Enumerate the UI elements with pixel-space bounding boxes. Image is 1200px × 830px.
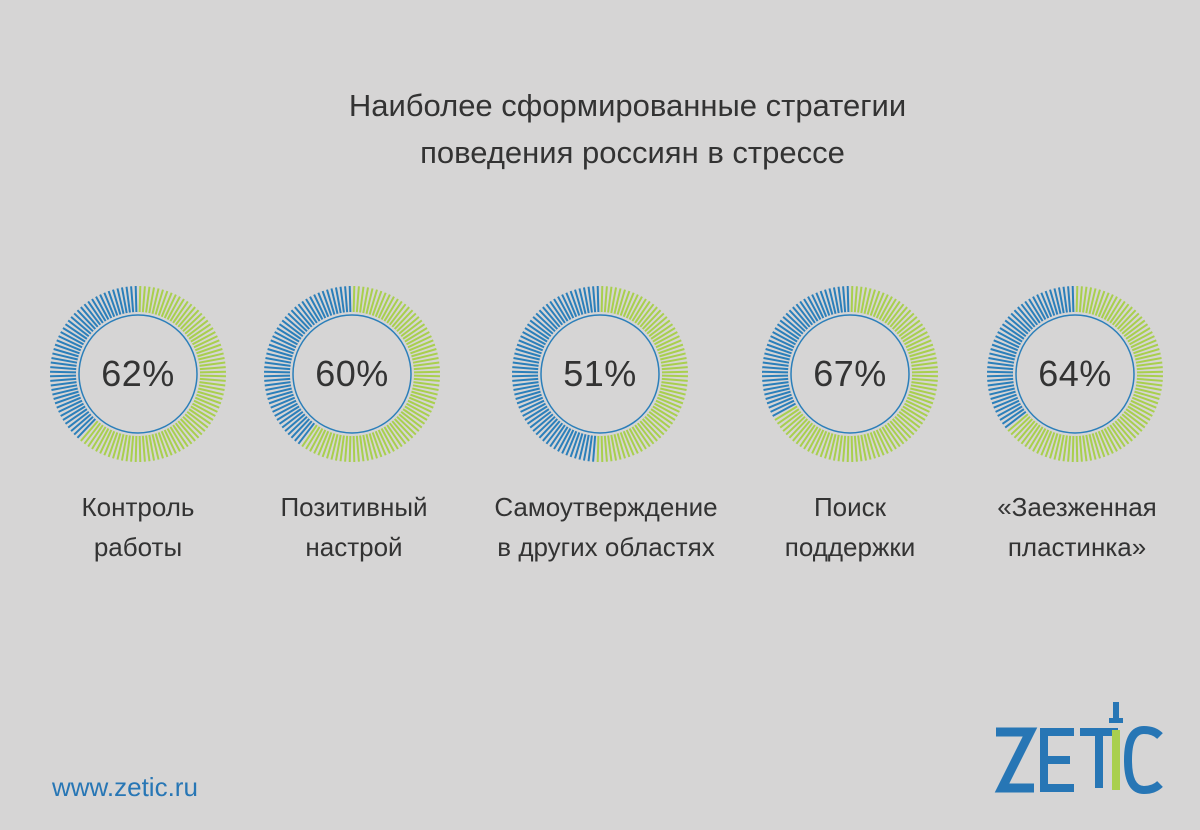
- donut-4-inner-ring: [790, 314, 910, 434]
- donut-5-inner-ring: [1015, 314, 1135, 434]
- zetic-logo-icon: [994, 702, 1163, 795]
- category-label-5-line-2: пластинка»: [1007, 532, 1147, 562]
- category-label-1: Контроль работы: [0, 487, 278, 567]
- donut-3-remainder-segment: [512, 286, 600, 462]
- donut-value-4: 67%: [813, 353, 887, 394]
- category-label-5: «Заезженная пластинка»: [937, 487, 1200, 567]
- donut-5-filled-segment: [1007, 286, 1163, 462]
- category-label-5-line-1: «Заезженная: [997, 492, 1157, 522]
- donut-value-2: 60%: [315, 353, 389, 394]
- donut-2-filled-segment: [301, 286, 440, 462]
- donut-3-filled-segment: [596, 286, 688, 462]
- donut-value-1: 62%: [101, 353, 175, 394]
- category-label-4: Поиск поддержки: [710, 487, 990, 567]
- category-label-3-line-2: в других областях: [497, 532, 715, 562]
- category-label-2-line-2: настрой: [305, 532, 403, 562]
- donut-2-remainder-segment: [264, 286, 352, 445]
- category-label-3: Самоутверждение в других областях: [466, 487, 746, 567]
- donut-svg-2: [264, 286, 440, 462]
- chart-title: Наиболее сформированные стратегии поведе…: [0, 82, 1200, 176]
- donut-svg-4: [762, 286, 938, 462]
- category-label-4-line-1: Поиск: [813, 492, 887, 522]
- donut-1-inner-ring: [78, 314, 198, 434]
- donut-value-5: 64%: [1038, 353, 1112, 394]
- category-label-3-line-1: Самоутверждение: [494, 492, 718, 522]
- donut-1-filled-segment: [80, 286, 226, 462]
- category-label-2: Позитивный настрой: [214, 487, 494, 567]
- category-label-2-line-1: Позитивный: [280, 492, 428, 522]
- donut-5-remainder-segment: [987, 286, 1075, 429]
- category-label-1-line-2: работы: [93, 532, 183, 562]
- donut-2-inner-ring: [292, 314, 412, 434]
- donut-4-remainder-segment: [762, 286, 850, 417]
- category-label-4-line-2: поддержки: [784, 532, 916, 562]
- donut-chart-1: 62%: [48, 284, 228, 464]
- donut-svg-5: [987, 286, 1163, 462]
- category-label-1-line-1: Контроль: [81, 492, 195, 522]
- donut-value-3: 51%: [563, 353, 637, 394]
- title-line-1: Наиболее сформированные стратегии: [348, 88, 907, 123]
- donut-1-remainder-segment: [50, 286, 138, 439]
- title-line-2: поведения россиян в стрессе: [420, 135, 845, 170]
- website-link[interactable]: www.zetic.ru: [52, 772, 198, 802]
- donut-chart-2: 60%: [262, 284, 442, 464]
- donut-svg-1: [50, 286, 226, 462]
- donut-chart-4: 67%: [760, 284, 940, 464]
- donut-svg-3: [512, 286, 688, 462]
- donut-chart-5: 64%: [985, 284, 1165, 464]
- donut-4-filled-segment: [774, 286, 938, 462]
- donut-chart-3: 51%: [510, 284, 690, 464]
- donut-3-inner-ring: [540, 314, 660, 434]
